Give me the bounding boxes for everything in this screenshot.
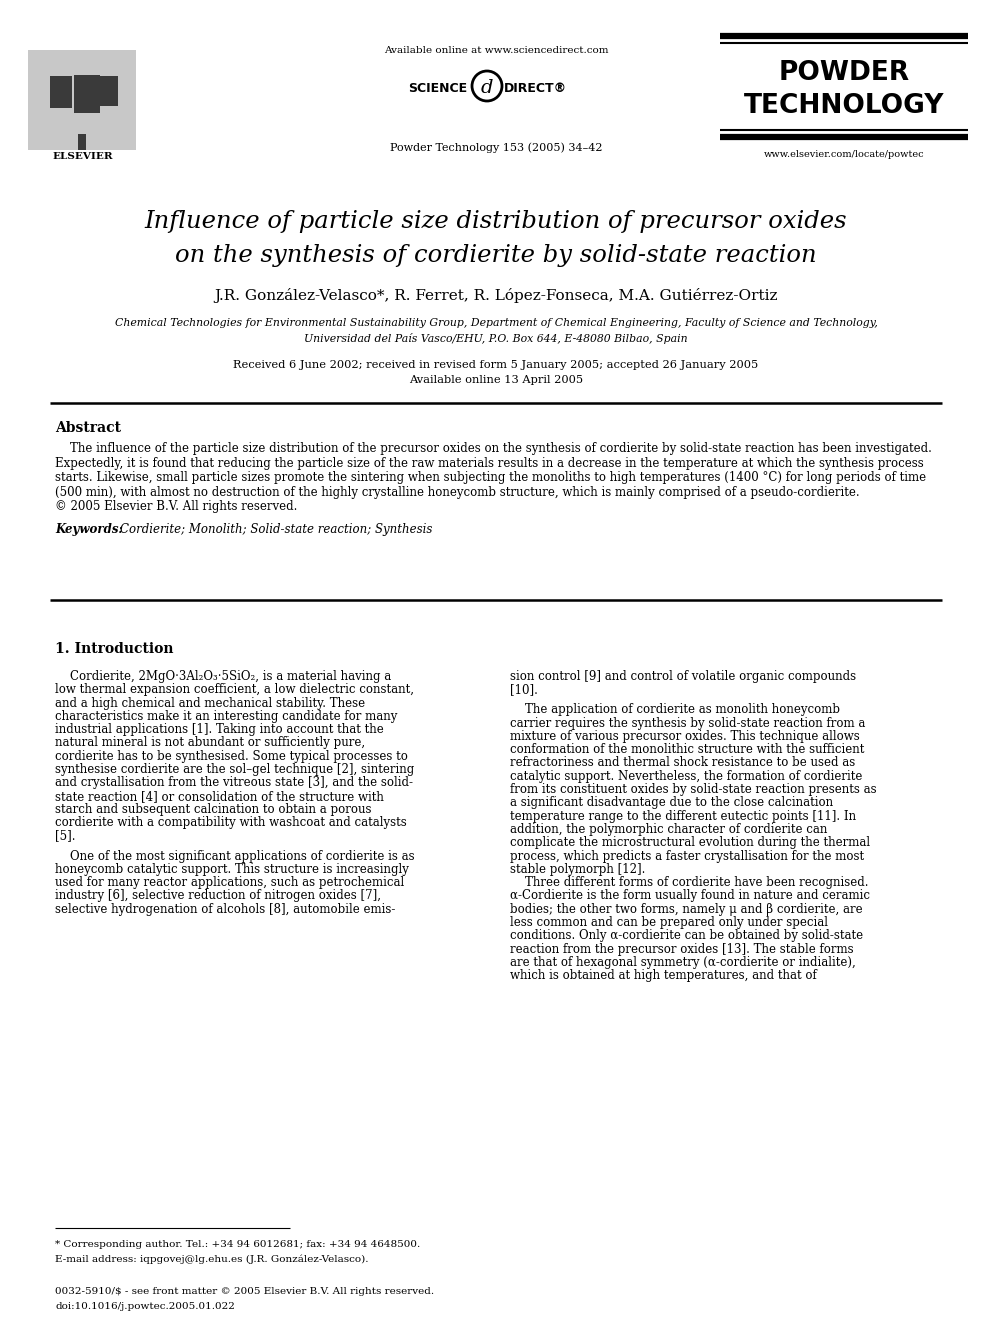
Text: The influence of the particle size distribution of the precursor oxides on the s: The influence of the particle size distr… (55, 442, 931, 455)
Text: TECHNOLOGY: TECHNOLOGY (744, 93, 944, 119)
Circle shape (472, 71, 502, 101)
Text: α-Cordierite is the form usually found in nature and ceramic: α-Cordierite is the form usually found i… (510, 889, 870, 902)
Text: on the synthesis of cordierite by solid-state reaction: on the synthesis of cordierite by solid-… (176, 243, 816, 267)
Bar (74, 75, 100, 112)
Text: E-mail address: iqpgovej@lg.ehu.es (J.R. González-Velasco).: E-mail address: iqpgovej@lg.ehu.es (J.R.… (55, 1254, 368, 1263)
Bar (28, 50, 136, 149)
Text: from its constituent oxides by solid-state reaction presents as: from its constituent oxides by solid-sta… (510, 783, 877, 796)
Text: state reaction [4] or consolidation of the structure with: state reaction [4] or consolidation of t… (55, 790, 384, 803)
Text: Available online 13 April 2005: Available online 13 April 2005 (409, 374, 583, 385)
Text: low thermal expansion coefficient, a low dielectric constant,: low thermal expansion coefficient, a low… (55, 683, 414, 696)
Text: less common and can be prepared only under special: less common and can be prepared only und… (510, 916, 828, 929)
Text: Cordierite; Monolith; Solid-state reaction; Synthesis: Cordierite; Monolith; Solid-state reacti… (120, 523, 433, 536)
Text: One of the most significant applications of cordierite is as: One of the most significant applications… (55, 849, 415, 863)
Text: conditions. Only α-cordierite can be obtained by solid-state: conditions. Only α-cordierite can be obt… (510, 929, 863, 942)
Bar (50, 75, 72, 108)
Text: Keywords:: Keywords: (55, 523, 123, 536)
Text: carrier requires the synthesis by solid-state reaction from a: carrier requires the synthesis by solid-… (510, 717, 865, 729)
Text: are that of hexagonal symmetry (α-cordierite or indialite),: are that of hexagonal symmetry (α-cordie… (510, 957, 856, 968)
Text: Abstract: Abstract (55, 421, 121, 435)
Text: d: d (481, 79, 493, 97)
Text: ELSEVIER: ELSEVIER (53, 152, 113, 161)
Text: natural mineral is not abundant or sufficiently pure,: natural mineral is not abundant or suffi… (55, 737, 365, 750)
Text: which is obtained at high temperatures, and that of: which is obtained at high temperatures, … (510, 970, 816, 982)
Text: and a high chemical and mechanical stability. These: and a high chemical and mechanical stabi… (55, 697, 365, 709)
Text: Expectedly, it is found that reducing the particle size of the raw materials res: Expectedly, it is found that reducing th… (55, 456, 924, 470)
Text: Chemical Technologies for Environmental Sustainability Group, Department of Chem: Chemical Technologies for Environmental … (114, 318, 878, 328)
Text: (500 min), with almost no destruction of the highly crystalline honeycomb struct: (500 min), with almost no destruction of… (55, 486, 860, 499)
Text: Influence of particle size distribution of precursor oxides: Influence of particle size distribution … (145, 210, 847, 233)
Text: industrial applications [1]. Taking into account that the: industrial applications [1]. Taking into… (55, 724, 384, 736)
Text: J.R. González-Velasco*, R. Ferret, R. López-Fonseca, M.A. Gutiérrez-Ortiz: J.R. González-Velasco*, R. Ferret, R. Ló… (214, 288, 778, 303)
Text: SCIENCE: SCIENCE (408, 82, 467, 95)
Text: process, which predicts a faster crystallisation for the most: process, which predicts a faster crystal… (510, 849, 864, 863)
Text: 1. Introduction: 1. Introduction (55, 642, 174, 656)
Text: addition, the polymorphic character of cordierite can: addition, the polymorphic character of c… (510, 823, 827, 836)
Text: Available online at www.sciencedirect.com: Available online at www.sciencedirect.co… (384, 46, 608, 56)
Text: characteristics make it an interesting candidate for many: characteristics make it an interesting c… (55, 710, 398, 722)
Text: and crystallisation from the vitreous state [3], and the solid-: and crystallisation from the vitreous st… (55, 777, 413, 790)
Text: temperature range to the different eutectic points [11]. In: temperature range to the different eutec… (510, 810, 856, 823)
Text: Universidad del País Vasco/EHU, P.O. Box 644, E-48080 Bilbao, Spain: Universidad del País Vasco/EHU, P.O. Box… (305, 333, 687, 344)
Bar (98, 75, 118, 106)
Text: Three different forms of cordierite have been recognised.: Three different forms of cordierite have… (510, 876, 869, 889)
Text: bodies; the other two forms, namely μ and β cordierite, are: bodies; the other two forms, namely μ an… (510, 902, 863, 916)
Text: sion control [9] and control of volatile organic compounds: sion control [9] and control of volatile… (510, 669, 856, 683)
Text: starts. Likewise, small particle sizes promote the sintering when subjecting the: starts. Likewise, small particle sizes p… (55, 471, 927, 484)
Text: DIRECT®: DIRECT® (504, 82, 567, 95)
Text: refractoriness and thermal shock resistance to be used as: refractoriness and thermal shock resista… (510, 757, 855, 770)
Text: [5].: [5]. (55, 830, 75, 843)
Text: 0032-5910/$ - see front matter © 2005 Elsevier B.V. All rights reserved.: 0032-5910/$ - see front matter © 2005 El… (55, 1287, 434, 1297)
Text: used for many reactor applications, such as petrochemical: used for many reactor applications, such… (55, 876, 405, 889)
Text: Powder Technology 153 (2005) 34–42: Powder Technology 153 (2005) 34–42 (390, 142, 602, 152)
Text: a significant disadvantage due to the close calcination: a significant disadvantage due to the cl… (510, 796, 833, 810)
Text: [10].: [10]. (510, 683, 538, 696)
Text: complicate the microstructural evolution during the thermal: complicate the microstructural evolution… (510, 836, 870, 849)
Text: starch and subsequent calcination to obtain a porous: starch and subsequent calcination to obt… (55, 803, 371, 816)
Text: stable polymorph [12].: stable polymorph [12]. (510, 863, 646, 876)
Text: synthesise cordierite are the sol–gel technique [2], sintering: synthesise cordierite are the sol–gel te… (55, 763, 415, 777)
Text: mixture of various precursor oxides. This technique allows: mixture of various precursor oxides. Thi… (510, 730, 860, 742)
Text: © 2005 Elsevier B.V. All rights reserved.: © 2005 Elsevier B.V. All rights reserved… (55, 500, 298, 513)
Text: POWDER: POWDER (779, 60, 910, 86)
Text: * Corresponding author. Tel.: +34 94 6012681; fax: +34 94 4648500.: * Corresponding author. Tel.: +34 94 601… (55, 1240, 421, 1249)
Text: The application of cordierite as monolith honeycomb: The application of cordierite as monolit… (510, 704, 840, 716)
Bar (78, 134, 86, 149)
Text: honeycomb catalytic support. This structure is increasingly: honeycomb catalytic support. This struct… (55, 863, 409, 876)
Text: reaction from the precursor oxides [13]. The stable forms: reaction from the precursor oxides [13].… (510, 943, 854, 955)
Text: www.elsevier.com/locate/powtec: www.elsevier.com/locate/powtec (764, 149, 925, 159)
Text: Cordierite, 2MgO·3Al₂O₃·5SiO₂, is a material having a: Cordierite, 2MgO·3Al₂O₃·5SiO₂, is a mate… (55, 669, 391, 683)
Text: cordierite has to be synthesised. Some typical processes to: cordierite has to be synthesised. Some t… (55, 750, 408, 763)
Text: catalytic support. Nevertheless, the formation of cordierite: catalytic support. Nevertheless, the for… (510, 770, 862, 783)
Text: selective hydrogenation of alcohols [8], automobile emis-: selective hydrogenation of alcohols [8],… (55, 902, 396, 916)
Text: Received 6 June 2002; received in revised form 5 January 2005; accepted 26 Janua: Received 6 June 2002; received in revise… (233, 360, 759, 370)
Text: conformation of the monolithic structure with the sufficient: conformation of the monolithic structure… (510, 744, 864, 757)
Text: doi:10.1016/j.powtec.2005.01.022: doi:10.1016/j.powtec.2005.01.022 (55, 1302, 235, 1311)
Text: industry [6], selective reduction of nitrogen oxides [7],: industry [6], selective reduction of nit… (55, 889, 381, 902)
Text: cordierite with a compatibility with washcoat and catalysts: cordierite with a compatibility with was… (55, 816, 407, 830)
